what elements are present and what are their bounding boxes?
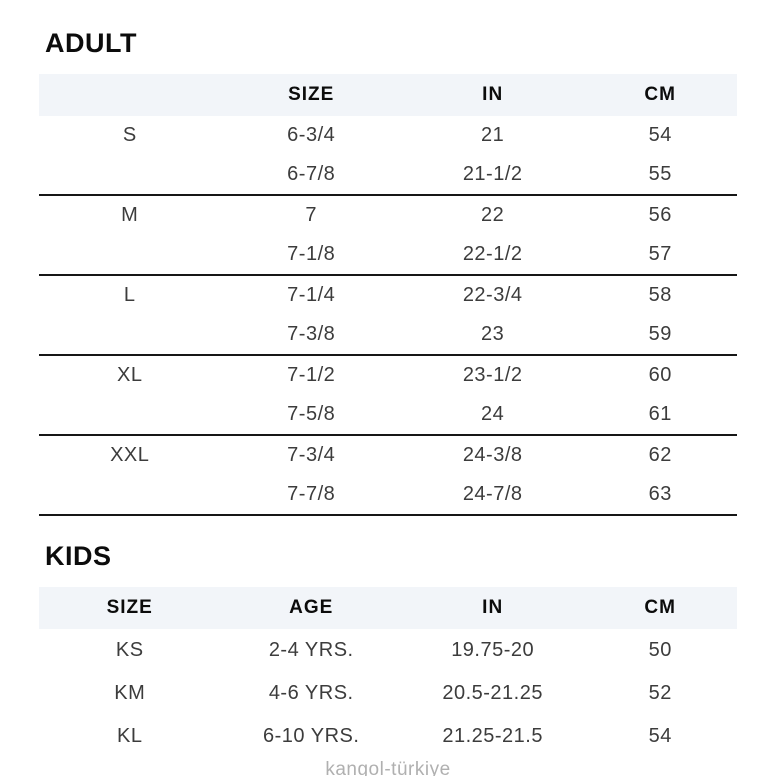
size-cell: 6-7/8 bbox=[287, 163, 336, 185]
size-label-cell: KS bbox=[115, 639, 144, 661]
adult-group-l: L 7-1/4 22-3/4 58 7-3/8 23 59 bbox=[39, 275, 737, 355]
cm-cell: 59 bbox=[648, 323, 672, 345]
adult-group-xl: XL 7-1/2 23-1/2 60 7-5/8 24 61 bbox=[39, 355, 737, 435]
in-cell: 23 bbox=[481, 323, 505, 345]
kids-table-header: SIZE AGE IN CM bbox=[39, 587, 737, 629]
empty-label-cell bbox=[39, 315, 220, 355]
empty-label-cell bbox=[39, 235, 220, 275]
cm-cell: 60 bbox=[648, 364, 672, 386]
size-cell: 7-5/8 bbox=[287, 403, 336, 425]
size-label-cell: KM bbox=[114, 682, 146, 704]
kids-section-title: KIDS bbox=[45, 541, 112, 571]
in-cell: 21 bbox=[481, 124, 505, 146]
cm-cell: 54 bbox=[648, 725, 672, 747]
cm-cell: 55 bbox=[648, 163, 672, 185]
cm-cell: 57 bbox=[648, 243, 672, 265]
size-label-cell: S bbox=[122, 124, 137, 146]
empty-label-cell bbox=[39, 395, 220, 435]
table-row: L 7-1/4 22-3/4 58 bbox=[39, 275, 737, 315]
size-cell: 7-7/8 bbox=[287, 483, 336, 505]
size-cell: 7 bbox=[305, 204, 318, 226]
kids-header-age: AGE bbox=[220, 587, 402, 629]
site-watermark: kangol-türkiye bbox=[325, 759, 451, 776]
cm-cell: 56 bbox=[648, 204, 672, 226]
adult-group-m: M 7 22 56 7-1/8 22-1/2 57 bbox=[39, 195, 737, 275]
empty-label-cell bbox=[39, 475, 220, 515]
size-label-cell: L bbox=[123, 284, 136, 306]
cm-cell: 50 bbox=[648, 639, 672, 661]
size-label-cell: XXL bbox=[110, 444, 150, 466]
cm-cell: 61 bbox=[648, 403, 672, 425]
in-cell: 19.75-20 bbox=[451, 639, 535, 661]
in-cell: 22-3/4 bbox=[462, 284, 523, 306]
table-row: M 7 22 56 bbox=[39, 195, 737, 235]
cm-cell: 52 bbox=[648, 682, 672, 704]
kids-header-in: IN bbox=[401, 587, 584, 629]
adult-header-blank bbox=[39, 74, 221, 116]
table-row: 7-5/8 24 61 bbox=[39, 395, 737, 435]
table-row: 7-3/8 23 59 bbox=[39, 315, 737, 355]
kids-header-row: SIZE AGE IN CM bbox=[39, 587, 737, 629]
age-cell: 2-4 YRS. bbox=[268, 639, 354, 661]
adult-table-header: SIZE IN CM bbox=[39, 74, 737, 116]
cm-cell: 58 bbox=[648, 284, 672, 306]
kids-size-table: SIZE AGE IN CM KS 2-4 YRS. 19.75-20 50 K… bbox=[39, 587, 737, 758]
size-cell: 7-3/8 bbox=[287, 323, 336, 345]
table-row: XL 7-1/2 23-1/2 60 bbox=[39, 355, 737, 395]
table-row: S 6-3/4 21 54 bbox=[39, 116, 737, 155]
age-cell: 4-6 YRS. bbox=[268, 682, 354, 704]
in-cell: 23-1/2 bbox=[462, 364, 523, 386]
table-row: XXL 7-3/4 24-3/8 62 bbox=[39, 435, 737, 475]
age-cell: 6-10 YRS. bbox=[263, 725, 360, 747]
size-label-cell: XL bbox=[117, 364, 143, 386]
table-row: 7-7/8 24-7/8 63 bbox=[39, 475, 737, 515]
size-cell: 7-3/4 bbox=[287, 444, 336, 466]
kids-table-body: KS 2-4 YRS. 19.75-20 50 KM 4-6 YRS. 20.5… bbox=[39, 629, 737, 758]
in-cell: 24-3/8 bbox=[462, 444, 523, 466]
adult-group-s: S 6-3/4 21 54 6-7/8 21-1/2 55 bbox=[39, 116, 737, 195]
in-cell: 21.25-21.5 bbox=[442, 725, 543, 747]
adult-size-table: SIZE IN CM S 6-3/4 21 54 6-7/8 21-1/2 55… bbox=[39, 74, 737, 516]
in-cell: 24 bbox=[481, 403, 505, 425]
adult-header-size: SIZE bbox=[220, 74, 402, 116]
size-label-cell: M bbox=[121, 204, 139, 226]
in-cell: 22 bbox=[481, 204, 505, 226]
in-cell: 21-1/2 bbox=[462, 163, 523, 185]
kids-header-cm: CM bbox=[583, 587, 737, 629]
adult-header-in: IN bbox=[401, 74, 584, 116]
kids-header-size: SIZE bbox=[39, 587, 221, 629]
cm-cell: 54 bbox=[648, 124, 672, 146]
table-row: KL 6-10 YRS. 21.25-21.5 54 bbox=[39, 715, 737, 758]
in-cell: 22-1/2 bbox=[462, 243, 523, 265]
adult-header-row: SIZE IN CM bbox=[39, 74, 737, 116]
adult-section-title: ADULT bbox=[45, 28, 137, 58]
empty-label-cell bbox=[39, 155, 220, 195]
size-cell: 7-1/8 bbox=[287, 243, 336, 265]
table-row: 7-1/8 22-1/2 57 bbox=[39, 235, 737, 275]
table-row: 6-7/8 21-1/2 55 bbox=[39, 155, 737, 195]
table-row: KM 4-6 YRS. 20.5-21.25 52 bbox=[39, 672, 737, 715]
cm-cell: 62 bbox=[648, 444, 672, 466]
cm-cell: 63 bbox=[648, 483, 672, 505]
table-row: KS 2-4 YRS. 19.75-20 50 bbox=[39, 629, 737, 672]
size-cell: 6-3/4 bbox=[287, 124, 336, 146]
size-label-cell: KL bbox=[117, 725, 143, 747]
adult-group-xxl: XXL 7-3/4 24-3/8 62 7-7/8 24-7/8 63 bbox=[39, 435, 737, 515]
in-cell: 20.5-21.25 bbox=[442, 682, 543, 704]
size-cell: 7-1/2 bbox=[287, 364, 336, 386]
in-cell: 24-7/8 bbox=[462, 483, 523, 505]
size-cell: 7-1/4 bbox=[287, 284, 336, 306]
adult-header-cm: CM bbox=[583, 74, 737, 116]
